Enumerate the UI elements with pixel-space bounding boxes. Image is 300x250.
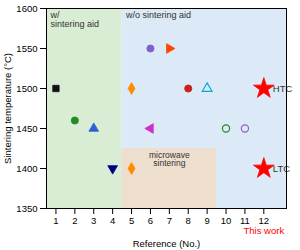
svg-text:3: 3 — [91, 215, 96, 226]
svg-text:9: 9 — [204, 215, 209, 226]
svg-text:1500: 1500 — [16, 83, 37, 94]
svg-text:This work: This work — [243, 225, 284, 236]
svg-text:1450: 1450 — [16, 123, 37, 134]
svg-text:Reference (No.): Reference (No.) — [133, 238, 201, 249]
svg-text:1400: 1400 — [16, 163, 37, 174]
svg-text:5: 5 — [129, 215, 134, 226]
svg-text:Sintering temperature (°C): Sintering temperature (°C) — [2, 53, 13, 164]
svg-text:12: 12 — [258, 215, 270, 227]
svg-text:microwavesintering: microwavesintering — [149, 150, 190, 169]
svg-text:w/o sintering aid: w/o sintering aid — [125, 10, 191, 20]
svg-text:7: 7 — [167, 215, 172, 226]
svg-text:2: 2 — [72, 215, 77, 226]
svg-text:6: 6 — [148, 215, 153, 226]
svg-text:8: 8 — [186, 215, 191, 226]
svg-text:1550: 1550 — [16, 43, 37, 54]
svg-text:w/sintering aid: w/sintering aid — [50, 10, 100, 29]
svg-text:4: 4 — [110, 215, 115, 226]
svg-text:1600: 1600 — [16, 3, 37, 14]
svg-text:10: 10 — [221, 215, 232, 226]
svg-text:1: 1 — [53, 215, 58, 226]
svg-text:1350: 1350 — [16, 203, 37, 214]
svg-text:LTC: LTC — [273, 163, 290, 174]
svg-text:11: 11 — [240, 215, 250, 227]
svg-text:HTC: HTC — [273, 83, 293, 94]
